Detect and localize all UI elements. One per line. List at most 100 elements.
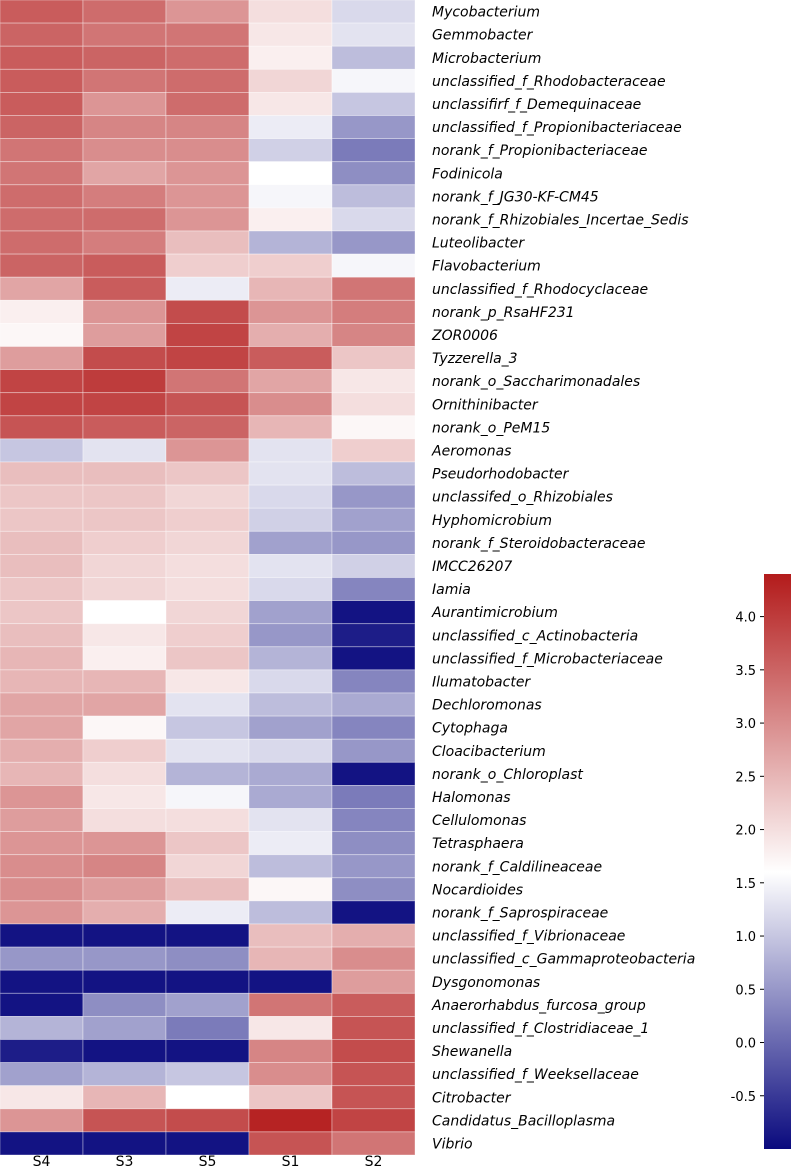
heatmap-cell-dechloromonas-s3 xyxy=(82,692,167,717)
heatmap-cell-anaerorhabdus-furcosa-group-s3 xyxy=(82,992,167,1017)
heatmap-cell-unclassified-f-propionibacteriaceae-s1 xyxy=(248,115,333,140)
row-label: Mycobacterium xyxy=(432,5,540,21)
row-label: Aeromonas xyxy=(431,443,511,459)
heatmap-cell-norank-o-saccharimonadales-s2 xyxy=(331,369,416,394)
heatmap-cell-mycobacterium-s5 xyxy=(165,0,250,24)
heatmap-cell-unclassified-f-rhodocyclaceae-s4 xyxy=(0,276,84,301)
heatmap-cell-halomonas-s4 xyxy=(0,785,84,809)
heatmap-cell-norank-f-rhizobiales-incertae-sedis-s3 xyxy=(82,207,167,232)
row-label: unclassifed_o_Rhizobiales xyxy=(432,490,613,506)
heatmap-cell-cellulomonas-s1 xyxy=(248,808,333,833)
heatmap-cell-norank-f-propionibacteriaceae-s3 xyxy=(82,138,167,163)
heatmap-cell-ornithinibacter-s4 xyxy=(0,392,84,417)
row-label: Halomonas xyxy=(432,790,511,806)
heatmap-cell-nocardioides-s2 xyxy=(331,877,416,902)
heatmap-cell-hyphomicrobium-s3 xyxy=(82,507,167,532)
heatmap-cell-unclassified-f-rhodocyclaceae-s1 xyxy=(248,276,333,301)
heatmap-cell-unclassified-f-microbacteriaceae-s4 xyxy=(0,646,84,671)
heatmap-cell-hyphomicrobium-s5 xyxy=(165,507,250,532)
heatmap-cell-luteolibacter-s3 xyxy=(82,230,167,255)
heatmap-cell-vibrio-s5 xyxy=(165,1131,250,1156)
heatmap-cell-aurantimicrobium-s2 xyxy=(331,600,416,625)
row-label: Ilumatobacter xyxy=(432,674,531,690)
heatmap-cell-shewanella-s2 xyxy=(331,1039,416,1064)
heatmap-cell-fodinicola-s3 xyxy=(82,161,167,186)
heatmap-cell-zor0006-s5 xyxy=(165,322,250,347)
heatmap-cell-norank-f-caldilineaceae-s5 xyxy=(165,854,250,879)
heatmap-cell-norank-f-saprospiraceae-s5 xyxy=(165,900,250,925)
heatmap-cell-flavobacterium-s4 xyxy=(0,253,84,278)
heatmap-cell-candidatus-bacilloplasma-s3 xyxy=(82,1108,167,1133)
heatmap-cell-unclassified-f-rhodocyclaceae-s2 xyxy=(331,276,416,301)
heatmap-cell-halomonas-s5 xyxy=(165,785,250,809)
heatmap-cell-nocardioides-s4 xyxy=(0,877,84,902)
heatmap-cell-iamia-s3 xyxy=(82,577,167,602)
row-label: Pseudorhodobacter xyxy=(432,467,570,483)
heatmap-cell-dechloromonas-s5 xyxy=(165,692,250,717)
heatmap-cell-unclassified-f-clostridiaceae-1-s1 xyxy=(248,1016,333,1040)
colorbar: -0.5 0.0 0.5 1.0 1.5 2.0 2.5 3.0 3.5 4.0 xyxy=(731,574,791,1149)
heatmap-cell-cellulomonas-s4 xyxy=(0,808,84,833)
heatmap-cell-tetrasphaera-s1 xyxy=(248,831,333,856)
heatmap-cell-luteolibacter-s4 xyxy=(0,230,84,255)
heatmap-cell-dechloromonas-s4 xyxy=(0,692,84,717)
heatmap-cell-unclassified-f-clostridiaceae-1-s2 xyxy=(331,1016,416,1040)
heatmap-cell-halomonas-s2 xyxy=(331,785,416,809)
row-label: Iamia xyxy=(432,582,471,598)
heatmap-cell-shewanella-s4 xyxy=(0,1039,84,1064)
heatmap-cell-unclassified-f-weeksellaceae-s3 xyxy=(82,1062,167,1087)
heatmap-cell-norank-f-saprospiraceae-s1 xyxy=(248,900,333,925)
row-label: unclassifirf_f_Demequinaceae xyxy=(432,97,641,113)
heatmap-cell-unclassified-f-propionibacteriaceae-s3 xyxy=(82,115,167,140)
heatmap-cell-norank-f-rhizobiales-incertae-sedis-s2 xyxy=(331,207,416,232)
heatmap-cell-cellulomonas-s2 xyxy=(331,808,416,833)
row-label: Anaerorhabdus_furcosa_group xyxy=(431,998,646,1014)
heatmap-cell-cytophaga-s3 xyxy=(82,715,167,740)
heatmap-cell-imcc26207-s3 xyxy=(82,554,167,578)
colorbar-ticks: -0.5 0.0 0.5 1.0 1.5 2.0 2.5 3.0 3.5 4.0 xyxy=(731,611,764,1105)
colorbar-tick-label: 1.0 xyxy=(735,930,756,945)
heatmap-cell-norank-o-pem15-s3 xyxy=(82,415,167,440)
heatmap-cell-unclassified-f-vibrionaceae-s4 xyxy=(0,923,84,948)
heatmap-cell-flavobacterium-s3 xyxy=(82,253,167,278)
heatmap-cell-flavobacterium-s1 xyxy=(248,253,333,278)
heatmap-cell-pseudorhodobacter-s4 xyxy=(0,461,84,486)
heatmap-cell-unclassified-f-vibrionaceae-s2 xyxy=(331,923,416,948)
heatmap-cell-unclassified-f-weeksellaceae-s1 xyxy=(248,1062,333,1087)
column-label: S2 xyxy=(365,1154,383,1170)
colorbar-tick-label: 3.0 xyxy=(735,717,756,732)
heatmap-cell-microbacterium-s4 xyxy=(0,45,84,70)
heatmap-cell-norank-f-steroidobacteraceae-s2 xyxy=(331,530,416,555)
heatmap-cell-shewanella-s5 xyxy=(165,1039,250,1064)
heatmap-cell-cytophaga-s5 xyxy=(165,715,250,740)
heatmap-cell-gemmobacter-s3 xyxy=(82,22,167,47)
heatmap-cell-zor0006-s4 xyxy=(0,322,84,347)
heatmap-cell-anaerorhabdus-furcosa-group-s4 xyxy=(0,992,84,1017)
colorbar-tick-label: 4.0 xyxy=(735,611,756,626)
heatmap-cell-pseudorhodobacter-s5 xyxy=(165,461,250,486)
heatmap-cell-tyzzerella-3-s4 xyxy=(0,346,84,371)
heatmap-cell-unclassified-c-actinobacteria-s5 xyxy=(165,623,250,648)
heatmap-cell-unclassified-c-gammaproteobacteria-s2 xyxy=(331,946,416,971)
heatmap-cell-norank-f-saprospiraceae-s4 xyxy=(0,900,84,925)
heatmap-cell-unclassified-c-gammaproteobacteria-s4 xyxy=(0,946,84,971)
heatmap-cell-norank-o-chloroplast-s1 xyxy=(248,761,333,786)
heatmap-cell-unclassified-c-actinobacteria-s3 xyxy=(82,623,167,648)
heatmap-cell-aurantimicrobium-s1 xyxy=(248,600,333,625)
heatmap-cell-norank-p-rsahf231-s1 xyxy=(248,299,333,324)
heatmap-cell-norank-f-caldilineaceae-s3 xyxy=(82,854,167,879)
heatmap-cell-cytophaga-s2 xyxy=(331,715,416,740)
heatmap-cell-ornithinibacter-s5 xyxy=(165,392,250,417)
row-label: norank_f_JG30-KF-CM45 xyxy=(432,189,599,205)
heatmap-cell-flavobacterium-s5 xyxy=(165,253,250,278)
heatmap-cell-gemmobacter-s1 xyxy=(248,22,333,47)
heatmap-cell-norank-p-rsahf231-s2 xyxy=(331,299,416,324)
heatmap-cell-norank-p-rsahf231-s3 xyxy=(82,299,167,324)
row-label: norank_f_Propionibacteriaceae xyxy=(432,143,648,159)
heatmap-cell-nocardioides-s3 xyxy=(82,877,167,902)
row-label: Nocardioides xyxy=(432,882,523,898)
row-label: IMCC26207 xyxy=(432,559,512,575)
heatmap-cell-cellulomonas-s5 xyxy=(165,808,250,833)
heatmap-cell-luteolibacter-s1 xyxy=(248,230,333,255)
